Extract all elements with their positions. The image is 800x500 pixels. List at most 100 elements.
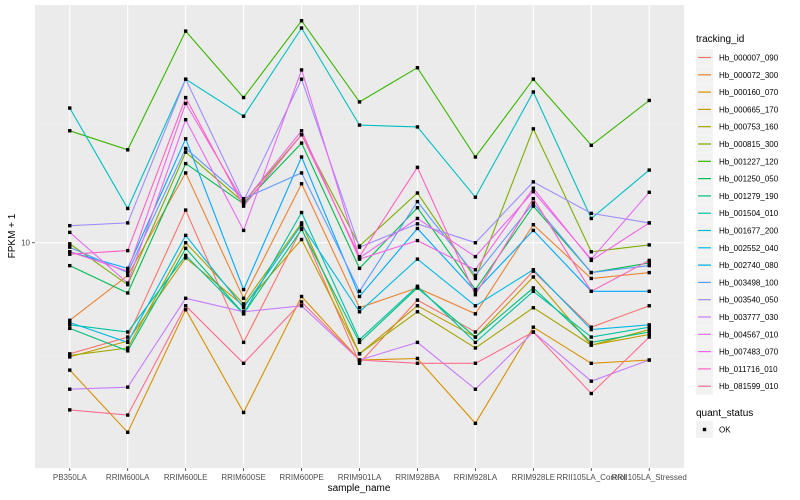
data-point [589, 250, 593, 254]
data-point [647, 358, 651, 362]
legend-item: Hb_081599_010 [696, 377, 779, 395]
data-point [473, 346, 478, 350]
data-point [183, 233, 188, 238]
data-point [415, 238, 420, 243]
data-point [241, 114, 246, 118]
legend-title-quant-status: quant_status [696, 408, 753, 419]
data-point [415, 340, 420, 345]
data-point [415, 125, 420, 129]
data-point [647, 332, 651, 337]
data-point [241, 196, 246, 201]
data-point [68, 368, 72, 372]
data-point [299, 304, 304, 308]
data-point [589, 343, 593, 347]
data-point [183, 117, 188, 122]
legend-item: Hb_003540_050 [696, 291, 779, 309]
data-point [299, 26, 304, 30]
data-point [183, 253, 188, 258]
data-point [531, 189, 536, 194]
legend-shape-items: OK [696, 421, 731, 438]
legend-label: Hb_001250_050 [719, 175, 779, 184]
data-point [299, 221, 304, 225]
data-point [299, 182, 304, 186]
data-point [183, 171, 188, 175]
data-point [589, 258, 593, 263]
legend-item: Hb_000753_160 [696, 118, 779, 136]
data-point [241, 312, 246, 316]
data-point [357, 254, 362, 259]
x-axis: PB350LA RRIM600LA RRIM600LE RRIM600SE RRIM60… [53, 468, 687, 482]
data-point [183, 256, 188, 260]
data-point [589, 340, 593, 345]
data-point [473, 254, 478, 259]
data-point [473, 335, 478, 339]
x-tick-label: RRIM928LE [512, 473, 556, 482]
data-point [531, 180, 536, 184]
gridlines [35, 5, 684, 468]
data-point [473, 273, 478, 278]
data-point [299, 300, 304, 304]
data-point [126, 281, 130, 285]
data-point [415, 304, 420, 308]
data-point [68, 387, 72, 391]
data-point [647, 327, 651, 332]
legend-label: Hb_007483_070 [719, 348, 779, 357]
data-point [299, 227, 304, 232]
data-point [473, 276, 478, 281]
data-point [473, 268, 478, 272]
data-point [589, 270, 593, 275]
data-point [357, 257, 362, 261]
data-point [473, 304, 478, 308]
x-tick-label: RRIM928BA [395, 473, 440, 482]
data-point [357, 123, 362, 127]
data-point [531, 196, 536, 201]
legend-label: OK [719, 426, 731, 435]
data-point [68, 318, 72, 323]
data-point [589, 276, 593, 281]
data-point [126, 349, 130, 353]
x-tick-label: RRIM600LE [164, 473, 208, 482]
data-point [68, 323, 72, 327]
data-point [589, 335, 593, 339]
legend-item: Hb_003498_100 [696, 273, 779, 291]
data-point [299, 129, 304, 133]
data-point [415, 257, 420, 261]
data-point [647, 168, 651, 172]
data-point [415, 356, 420, 361]
data-point [415, 222, 420, 226]
data-point [589, 325, 593, 329]
data-point [126, 221, 130, 225]
x-tick-label: RRIM901LA [338, 473, 382, 482]
data-point [183, 101, 188, 106]
legend-label: Hb_001227_120 [719, 157, 779, 166]
data-point [531, 201, 536, 205]
square-point-icon [702, 427, 707, 432]
data-point [589, 361, 593, 365]
data-point [357, 361, 362, 365]
data-point [68, 230, 72, 235]
data-point [68, 242, 72, 246]
x-tick-label: RRIM600LA [106, 473, 150, 482]
data-point [415, 226, 420, 231]
data-point [357, 340, 362, 345]
data-point [241, 302, 246, 306]
legend-item: Hb_003777_030 [696, 308, 779, 326]
data-point [473, 361, 478, 365]
data-point [531, 289, 536, 293]
legend-label: Hb_081599_010 [719, 382, 779, 391]
data-point [589, 379, 593, 383]
data-point [357, 100, 362, 104]
data-point [647, 258, 651, 263]
data-point [299, 77, 304, 81]
data-point [357, 358, 362, 362]
data-point [183, 296, 188, 300]
data-point [589, 216, 593, 221]
data-point [183, 29, 188, 33]
data-point [68, 250, 72, 254]
data-point [415, 165, 420, 170]
legend: tracking_id Hb_000007_090Hb_000072_300Hb… [696, 34, 779, 438]
data-point [241, 287, 246, 292]
data-point [589, 143, 593, 147]
data-point [126, 430, 130, 434]
